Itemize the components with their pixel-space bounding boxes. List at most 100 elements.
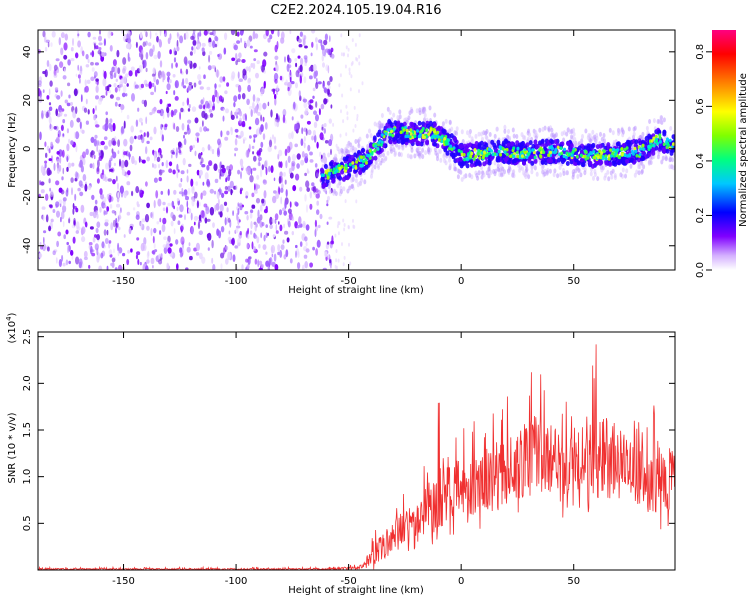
trace-core (647, 152, 652, 157)
trace-halo (669, 157, 672, 162)
noise-speckle (211, 239, 214, 249)
noise-speckle (263, 234, 266, 242)
noise-speckle (253, 234, 258, 240)
noise-speckle (298, 216, 302, 225)
trace-halo (633, 125, 637, 131)
trace-halo (540, 165, 544, 171)
noise-speckle (285, 189, 288, 198)
trace-core (364, 164, 369, 170)
noise-speckle (284, 230, 289, 235)
trace-highlight (449, 144, 453, 149)
noise-speckle (95, 85, 99, 93)
trace-highlight (512, 154, 516, 159)
noise-speckle (66, 143, 70, 152)
noise-speckle (160, 253, 163, 258)
trace-halo (625, 168, 629, 174)
snr-x-label: Height of straight line (km) (288, 585, 424, 596)
noise-speckle (135, 214, 140, 220)
trace-core (654, 145, 659, 151)
trace-core (399, 136, 404, 142)
noise-speckle (117, 226, 121, 231)
noise-speckle (291, 153, 296, 162)
trace-highlight (527, 147, 531, 151)
noise-speckle (89, 211, 94, 217)
x-tick-label: -150 (112, 276, 135, 287)
trace-core (331, 178, 336, 184)
trace-halo (441, 121, 445, 127)
trace-halo (366, 144, 370, 149)
noise-speckle (86, 79, 91, 85)
noise-speckle (314, 163, 318, 168)
trace-halo (641, 131, 645, 137)
noise-speckle (176, 206, 179, 212)
noise-speckle (161, 162, 164, 167)
noise-speckle (115, 175, 118, 182)
noise-speckle (152, 44, 155, 52)
trace-highlight (388, 132, 392, 137)
noise-speckle (208, 109, 213, 113)
noise-speckle (289, 258, 293, 264)
noise-speckle (181, 123, 185, 131)
noise-speckle (193, 62, 197, 69)
noise-speckle (75, 256, 80, 265)
noise-speckle (301, 127, 304, 135)
trace-halo (439, 157, 443, 163)
trace-halo (379, 160, 383, 166)
trace-highlight (478, 156, 482, 160)
trace-core (588, 160, 593, 166)
trace-halo (521, 166, 524, 172)
noise-speckle (146, 156, 150, 162)
noise-speckle (114, 136, 117, 142)
trace-core (454, 147, 459, 153)
noise-speckle (78, 258, 83, 267)
trace-halo (530, 169, 534, 175)
noise-speckle (77, 64, 79, 71)
noise-speckle (141, 218, 146, 223)
trace-core (320, 168, 325, 174)
noise-speckle (199, 169, 203, 176)
noise-speckle (112, 219, 116, 228)
noise-speckle (279, 161, 283, 169)
trace-halo (606, 169, 610, 175)
noise-speckle (42, 214, 45, 221)
noise-speckle (279, 249, 283, 258)
noise-speckle (219, 204, 224, 213)
noise-speckle (145, 265, 149, 270)
noise-speckle (123, 191, 127, 199)
noise-speckle (282, 239, 285, 244)
trace-core (569, 143, 574, 149)
noise-speckle (134, 69, 138, 77)
trace-highlight (377, 141, 381, 145)
x-tick-label: -50 (340, 576, 356, 587)
trace-highlight (472, 157, 476, 161)
noise-speckle (345, 132, 348, 137)
noise-speckle (40, 181, 45, 186)
noise-speckle (274, 119, 278, 127)
noise-speckle (232, 254, 236, 262)
noise-speckle (159, 60, 163, 68)
trace-core (388, 134, 393, 140)
noise-speckle (295, 62, 298, 68)
trace-highlight (326, 176, 330, 180)
noise-speckle (252, 101, 255, 109)
trace-core (621, 143, 626, 148)
trace-core (487, 160, 492, 166)
trace-halo (378, 120, 382, 126)
noise-speckle (120, 126, 124, 134)
trace-core (566, 141, 571, 147)
noise-speckle (161, 169, 165, 173)
trace-halo (507, 170, 511, 176)
noise-speckle (211, 257, 214, 264)
noise-speckle (79, 159, 83, 168)
trace-core (373, 155, 378, 161)
noise-speckle (330, 240, 335, 245)
noise-speckle (52, 209, 56, 213)
noise-speckle (240, 164, 244, 169)
noise-speckle (70, 58, 75, 62)
noise-speckle (110, 222, 114, 231)
noise-speckle (91, 252, 96, 257)
trace-core (445, 150, 450, 156)
noise-speckle (85, 64, 90, 68)
noise-speckle (99, 96, 103, 102)
noise-speckle (212, 222, 215, 229)
